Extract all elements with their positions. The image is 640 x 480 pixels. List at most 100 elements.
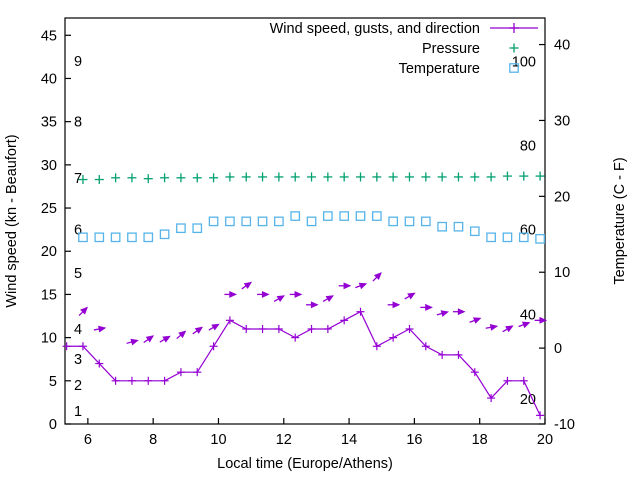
temperature-point xyxy=(404,216,415,227)
temperature-point xyxy=(388,216,399,227)
temperature-point xyxy=(143,232,154,243)
wind-direction-arrowhead xyxy=(522,321,531,329)
y2-tick-label: 20 xyxy=(554,189,570,205)
x-tick-label: 8 xyxy=(149,432,157,448)
beaufort-label: 6 xyxy=(74,223,82,239)
y-tick-label: 35 xyxy=(41,115,57,131)
wind-speed-line xyxy=(66,310,541,416)
wind-direction-arrowhead xyxy=(162,335,171,343)
wind-direction-arrowhead xyxy=(229,290,237,298)
temperature-point xyxy=(535,233,545,244)
y-tick-label: 30 xyxy=(41,158,57,174)
y2-tick-label: 40 xyxy=(554,38,570,54)
wind-direction-arrowhead xyxy=(261,290,270,298)
x-tick-label: 6 xyxy=(84,432,92,448)
wind-direction-arrowhead xyxy=(145,335,155,343)
temperature-point xyxy=(257,216,268,227)
wind-direction-arrowhead xyxy=(539,316,548,324)
y2-tick-label: 30 xyxy=(554,113,570,129)
temperature-point xyxy=(518,232,529,243)
fahrenheit-label: 80 xyxy=(520,138,536,154)
y-tick-label: 5 xyxy=(49,374,57,390)
temperature-point xyxy=(420,216,431,227)
y-tick-label: 0 xyxy=(49,417,57,433)
temperature-point xyxy=(274,216,284,227)
temperature-point xyxy=(355,211,366,221)
temperature-point xyxy=(225,216,235,227)
wind-direction-arrowhead xyxy=(343,282,352,290)
y-tick-label: 20 xyxy=(41,244,57,260)
temperature-point xyxy=(437,221,447,232)
wind-direction-arrowhead xyxy=(392,301,401,309)
x-tick-label: 14 xyxy=(341,432,357,448)
y-tick-label: 40 xyxy=(41,71,57,87)
legend-label-0: Wind speed, gusts, and direction xyxy=(270,21,480,37)
y-tick-label: 25 xyxy=(41,201,57,217)
temperature-point xyxy=(290,211,301,221)
fahrenheit-label: 100 xyxy=(512,54,536,70)
y2-tick-label: -10 xyxy=(554,417,575,433)
wind-direction-arrowhead xyxy=(358,282,368,290)
y-tick-label: 10 xyxy=(41,331,57,347)
temperature-point xyxy=(306,216,317,227)
wind-direction-arrowhead xyxy=(407,292,416,300)
wind-direction-arrowhead xyxy=(178,330,187,339)
beaufort-label: 5 xyxy=(74,266,82,282)
temperature-point xyxy=(323,211,333,221)
y2-tick-label: 0 xyxy=(554,341,562,357)
y-axis-title: Wind speed (kn - Beaufort) xyxy=(4,134,20,307)
temperature-point xyxy=(176,223,186,234)
x-axis-title: Local time (Europe/Athens) xyxy=(217,456,393,472)
temperature-point xyxy=(486,232,496,243)
y-tick-label: 15 xyxy=(41,287,57,303)
y2-axis-title: Temperature (C - F) xyxy=(612,157,628,284)
temperature-point xyxy=(127,232,137,243)
wind-direction-arrowhead xyxy=(489,323,499,331)
beaufort-label: 7 xyxy=(74,171,82,187)
temperature-point xyxy=(78,232,88,243)
legend-label-2: Temperature xyxy=(399,61,480,77)
fahrenheit-label: 60 xyxy=(520,223,536,239)
x-tick-label: 16 xyxy=(406,432,422,448)
wind-direction-arrowhead xyxy=(325,295,335,303)
beaufort-label: 8 xyxy=(74,115,82,131)
wind-direction-arrowhead xyxy=(130,338,139,346)
fahrenheit-label: 40 xyxy=(520,308,536,324)
legend-label-1: Pressure xyxy=(422,41,480,57)
x-tick-label: 18 xyxy=(472,432,488,448)
fahrenheit-label: 20 xyxy=(520,392,536,408)
wind-direction-arrowhead xyxy=(211,323,220,331)
temperature-point xyxy=(94,232,105,243)
x-tick-label: 20 xyxy=(537,432,553,448)
plot-frame xyxy=(64,17,546,425)
temperature-point xyxy=(241,216,252,227)
wind-direction-arrowhead xyxy=(310,301,319,309)
temperature-point xyxy=(192,223,203,234)
wind-direction-arrowhead xyxy=(243,281,253,289)
y-tick-label: 45 xyxy=(41,28,57,44)
wind-direction-arrowhead xyxy=(373,272,382,281)
beaufort-label: 4 xyxy=(74,322,82,338)
x-tick-label: 12 xyxy=(276,432,292,448)
temperature-point xyxy=(159,229,170,240)
temperature-point xyxy=(208,216,219,227)
temperature-point xyxy=(502,232,513,243)
beaufort-label: 2 xyxy=(74,378,82,394)
wind-direction-arrowhead xyxy=(473,317,482,324)
temperature-point xyxy=(371,211,382,221)
wind-direction-arrowhead xyxy=(457,308,466,316)
temperature-point xyxy=(469,226,480,237)
wind-direction-arrowhead xyxy=(294,290,303,298)
wind-direction-arrowhead xyxy=(80,306,88,315)
wind-direction-arrowhead xyxy=(98,325,107,333)
legend-swatch-2 xyxy=(509,63,519,73)
x-tick-label: 10 xyxy=(210,432,226,448)
beaufort-label: 3 xyxy=(74,352,82,368)
wind-direction-arrowhead xyxy=(194,326,204,334)
y2-tick-label: 10 xyxy=(554,265,570,281)
beaufort-label: 9 xyxy=(74,54,82,70)
wind-direction-arrowhead xyxy=(425,303,433,311)
wind-direction-arrowhead xyxy=(440,310,449,317)
